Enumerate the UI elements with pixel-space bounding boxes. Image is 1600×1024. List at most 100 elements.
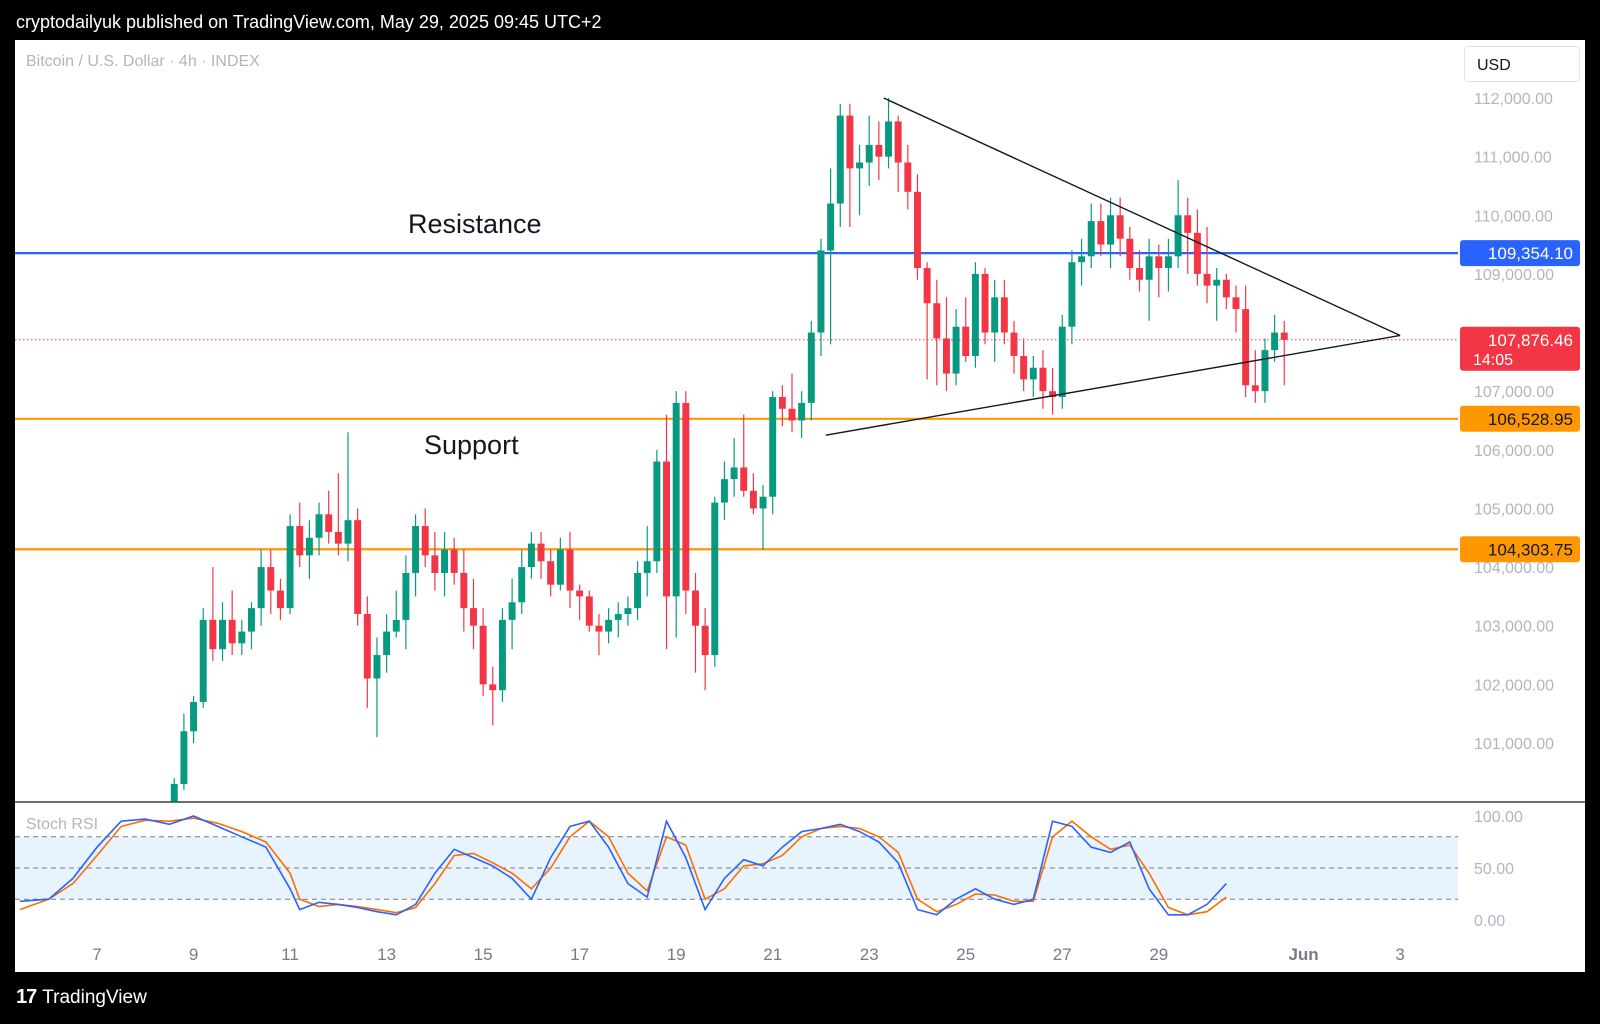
candle-body (836, 115, 844, 204)
candle-body (962, 326, 970, 356)
brand-name: TradingView (42, 986, 147, 1008)
candle-body (1097, 221, 1105, 245)
candle (296, 502, 304, 568)
candle (624, 596, 632, 626)
candle-body (817, 250, 825, 333)
tag-resistance-box (1460, 240, 1580, 267)
candle-body (1174, 215, 1182, 257)
tag-last-price-countdown: 14:05 (1473, 352, 1513, 369)
candle-body (460, 572, 468, 609)
candle (334, 473, 342, 556)
candle-body (875, 144, 883, 157)
date-tick-label: 9 (189, 945, 198, 964)
candle (402, 555, 410, 650)
candle (942, 297, 950, 392)
price-tick-label: 105,000.00 (1474, 501, 1554, 518)
candle-body (682, 402, 690, 591)
candle (1232, 285, 1240, 333)
tradingview-logo-icon: 17 (16, 986, 37, 1008)
triangle-lower-line (825, 334, 1401, 436)
candle (692, 572, 699, 673)
currency-selector[interactable]: USD (1464, 46, 1580, 82)
candle (672, 391, 680, 638)
price-tags: 109,354.10 106,528.95 104,303.75 107,876.46… (1460, 240, 1580, 563)
candle-body (296, 526, 304, 556)
candle (508, 578, 516, 650)
candle-body (1029, 367, 1037, 380)
candle (778, 385, 786, 427)
date-tick-label: 29 (1149, 945, 1168, 964)
candle (1193, 209, 1201, 286)
candle (219, 602, 226, 661)
candle (769, 391, 777, 515)
candle (614, 602, 622, 638)
candle-body (1039, 367, 1047, 392)
candle-body (942, 338, 950, 374)
candle-body (1136, 268, 1143, 280)
candle (1155, 244, 1163, 298)
candle-body (614, 614, 622, 620)
candle (190, 696, 198, 743)
candle-body (991, 297, 999, 333)
symbol-legend[interactable]: Bitcoin / U.S. Dollar · 4h · INDEX (26, 53, 260, 70)
candle (952, 309, 960, 386)
price-tick-label: 110,000.00 (1474, 208, 1553, 225)
candle-body (856, 162, 864, 169)
price-tick-label: 104,000.00 (1474, 560, 1554, 577)
candle (450, 537, 458, 585)
candle (1280, 320, 1288, 386)
candle-body (1058, 326, 1066, 398)
candle (421, 508, 429, 568)
rsi-d-line (19, 817, 1227, 916)
candle (1097, 203, 1105, 257)
stoch-rsi-label[interactable]: Stoch RSI (26, 816, 99, 833)
chart-panel[interactable] (15, 40, 1585, 972)
candle-body (663, 461, 670, 597)
candle (595, 614, 603, 656)
candle (933, 279, 941, 386)
candle (276, 578, 284, 620)
price-tick-label: 109,000.00 (1474, 267, 1554, 284)
candle-body (798, 402, 806, 421)
candle-body (489, 684, 497, 691)
tag-support-upper-value: 106,528.95 (1488, 410, 1573, 429)
candle-body (325, 514, 333, 532)
candle-body (508, 602, 516, 620)
footer-brand[interactable]: 17 TradingView (16, 986, 147, 1009)
candle-body (1049, 391, 1057, 398)
candle-body (547, 561, 555, 585)
candle (788, 373, 796, 433)
candle (527, 531, 535, 579)
candle-body (190, 701, 198, 732)
stoch-rsi-pane: 100.00 50.00 0.00 (15, 809, 1523, 930)
tag-last-price-box (1460, 326, 1580, 371)
candle-body (1242, 309, 1250, 386)
candle (807, 320, 815, 421)
candle (1261, 338, 1269, 403)
candle-body (1193, 232, 1201, 274)
candle (518, 549, 526, 614)
candle (1251, 350, 1259, 403)
candle-body (1126, 238, 1134, 269)
candle (914, 174, 921, 280)
candle-body (846, 115, 854, 169)
resistance-annotation: Resistance (408, 209, 542, 239)
candle (991, 279, 999, 362)
candle (730, 438, 738, 497)
price-axis: 112,000.00 111,000.00 110,000.00 109,000.00… (1474, 91, 1554, 753)
triangle-pattern (825, 97, 1401, 436)
candle-body (981, 273, 989, 333)
candle (701, 608, 709, 691)
candle (981, 268, 989, 345)
candle-body (305, 537, 313, 556)
candles (170, 98, 1288, 802)
candle-body (257, 567, 265, 609)
price-tick-label: 112,000.00 (1474, 91, 1553, 108)
candle (1058, 314, 1066, 409)
candle (1222, 273, 1230, 310)
tag-support-lower-box (1460, 536, 1580, 563)
candle (1000, 279, 1008, 345)
candle-body (373, 655, 381, 679)
price-levels (15, 252, 1585, 803)
